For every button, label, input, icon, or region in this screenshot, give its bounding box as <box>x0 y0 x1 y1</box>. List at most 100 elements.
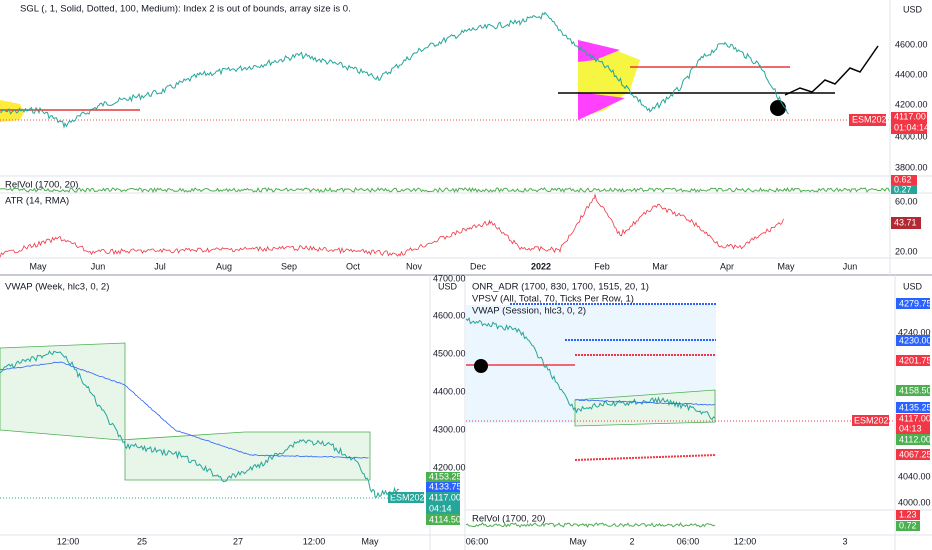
price-tag <box>426 492 460 514</box>
price-series <box>465 522 716 528</box>
time-label: 12:00 <box>734 536 757 546</box>
time-label: May <box>777 261 795 271</box>
time-label: May <box>361 536 379 546</box>
price-series <box>465 317 716 421</box>
price-tag-text: ESM2022 <box>852 114 892 124</box>
price-tag-text: 4117.00 <box>894 111 926 121</box>
time-label: Jul <box>154 261 166 271</box>
signal-marker <box>474 359 488 373</box>
price-label: 4240.00 <box>898 327 931 337</box>
time-label: Jun <box>91 261 106 271</box>
value-tag-text: 4201.75 <box>899 355 932 365</box>
time-label: 3 <box>842 536 847 546</box>
vwap-band <box>0 342 371 481</box>
time-label: May <box>29 261 47 271</box>
price-series <box>0 350 400 498</box>
price-tag <box>891 112 927 134</box>
value-tag <box>896 510 920 520</box>
time-label: 06:00 <box>466 536 489 546</box>
price-tag <box>849 114 886 126</box>
price-tag-text: 04:14 <box>429 503 452 513</box>
price-tag-text: 4117.00 <box>429 492 461 502</box>
time-label: 2022 <box>531 261 551 271</box>
indicator-label: ONR_ADR (1700, 830, 1700, 1515, 20, 1) <box>472 282 649 293</box>
time-label: Apr <box>720 261 734 271</box>
volume-profile <box>0 100 24 122</box>
price-tag-text: ESM2022 <box>390 492 430 502</box>
indicator-label: RelVol (1700, 20) <box>5 180 78 191</box>
indicator-label: SGL (, 1, Solid, Dotted, 100, Medium): I… <box>20 4 351 15</box>
value-tag <box>896 355 930 366</box>
price-label: 4040.00 <box>898 471 931 481</box>
price-series <box>0 361 369 459</box>
value-tag-text: 0.62 <box>894 174 912 184</box>
indicator-label: VWAP (Week, hlc3, 0, 2) <box>5 282 109 293</box>
time-label: 2 <box>629 536 634 546</box>
price-label: 4400.00 <box>895 69 928 79</box>
price-series <box>574 399 715 406</box>
value-tag-text: 43.71 <box>894 217 917 227</box>
value-tag <box>426 514 460 525</box>
price-label: 4400.00 <box>433 386 466 396</box>
volume-profile <box>578 40 620 62</box>
time-label: Feb <box>594 261 610 271</box>
value-tag-text: 0.72 <box>899 520 917 530</box>
value-tag <box>896 449 930 460</box>
indicator-label: VPSV (All, Total, 70, Ticks Per Row, 1) <box>472 294 634 305</box>
price-tag-text: 4117.00 <box>899 413 931 423</box>
time-label: 12:00 <box>57 536 80 546</box>
price-label: 4300.00 <box>433 424 466 434</box>
value-tag-text: 4067.25 <box>899 449 932 459</box>
time-label: 06:00 <box>677 536 700 546</box>
price-tag <box>852 415 889 426</box>
value-tag-text: 4153.25 <box>429 471 462 481</box>
time-label: Jun <box>843 261 858 271</box>
indicator-label: ATR (14, RMA) <box>5 196 69 207</box>
currency: USD <box>438 281 458 291</box>
price-label: 4200.00 <box>433 462 466 472</box>
value-tag <box>426 472 460 482</box>
indicator-label: RelVol (1700, 20) <box>472 514 545 525</box>
price-tag-text: 04:13 <box>899 423 922 433</box>
value-tag <box>896 385 930 396</box>
time-label: 27 <box>233 536 243 546</box>
price-label: 4000.00 <box>898 497 931 507</box>
time-label: Sep <box>281 261 297 271</box>
value-tag <box>891 185 917 194</box>
price-series <box>0 11 789 129</box>
value-tag <box>896 434 930 445</box>
time-label: Nov <box>406 261 423 271</box>
value-tag <box>896 335 930 346</box>
price-label: 4500.00 <box>433 348 466 358</box>
price-label: 4600.00 <box>895 39 928 49</box>
value-tag <box>891 175 917 185</box>
value-tag-text: 4230.00 <box>899 335 932 345</box>
price-tag <box>388 492 424 503</box>
time-label: May <box>569 536 587 546</box>
price-label: 20.00 <box>895 246 918 256</box>
price-tag <box>896 414 930 434</box>
time-label: Dec <box>470 261 487 271</box>
signal-marker <box>770 100 786 116</box>
price-tag-text: 01:04:14 <box>894 122 929 132</box>
value-tag-text: 4114.50 <box>429 514 461 524</box>
time-label: Oct <box>346 261 361 271</box>
currency: USD <box>903 4 923 14</box>
time-label: Mar <box>652 261 668 271</box>
value-tag-text: 4279.75 <box>899 298 932 308</box>
price-label: 4200.00 <box>895 99 928 109</box>
value-tag-text: 0.27 <box>894 184 912 194</box>
price-series <box>0 194 784 258</box>
projection <box>784 45 879 96</box>
vwap-band <box>574 389 716 427</box>
volume-profile <box>578 92 625 120</box>
value-tag <box>896 402 930 413</box>
value-tag-text: 1.23 <box>899 509 917 519</box>
value-tag-text: 4133.75 <box>429 481 462 491</box>
value-tag-text: 4135.25 <box>899 402 932 412</box>
value-tag-text: 4112.00 <box>899 434 931 444</box>
level-line <box>574 454 717 461</box>
time-label: 12:00 <box>303 536 326 546</box>
price-series <box>0 186 890 194</box>
